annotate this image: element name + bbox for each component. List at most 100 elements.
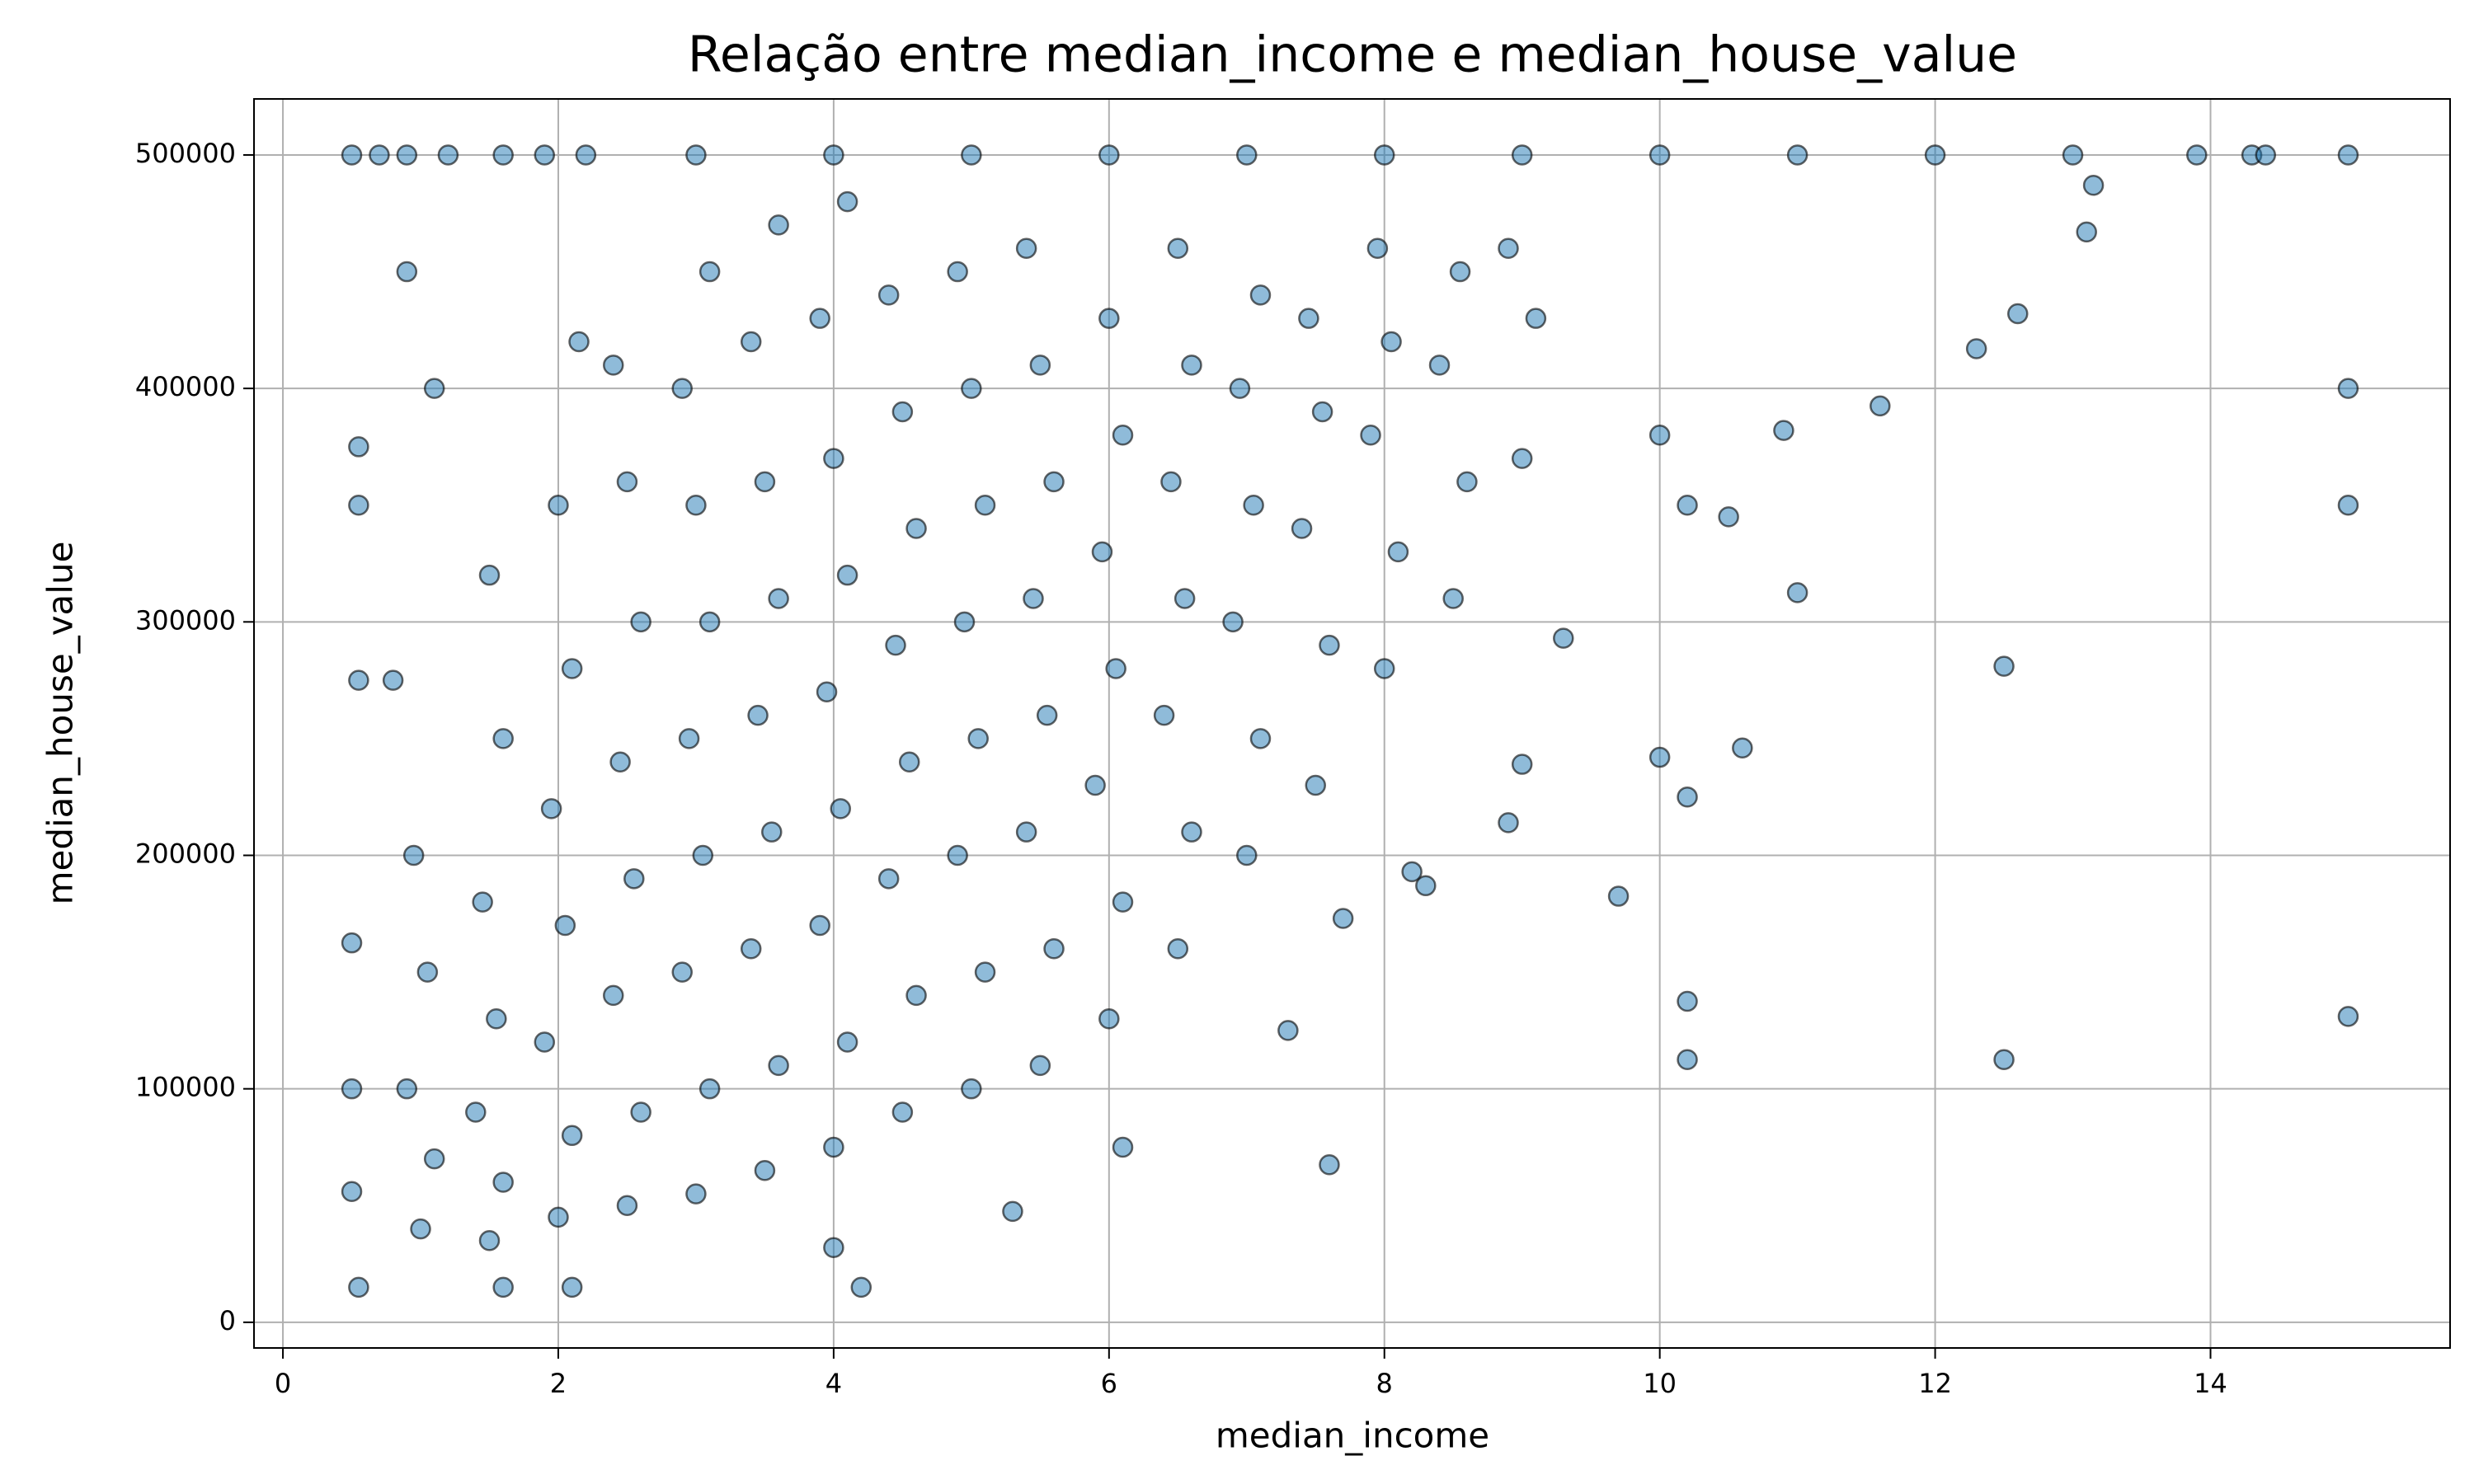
data-point <box>1023 588 1044 609</box>
data-point <box>747 704 769 726</box>
data-point <box>1649 746 1671 768</box>
data-point <box>2337 144 2359 166</box>
data-point <box>740 331 762 353</box>
data-point <box>1167 237 1189 259</box>
data-point <box>630 611 651 633</box>
data-point <box>1924 144 1946 166</box>
data-point <box>1029 1054 1051 1077</box>
data-point <box>1380 331 1402 353</box>
data-point <box>2337 1006 2359 1027</box>
x-tick-label: 2 <box>550 1368 567 1399</box>
data-point <box>554 914 576 937</box>
data-point <box>1498 237 1519 259</box>
data-point <box>382 669 404 691</box>
data-point <box>953 611 976 633</box>
data-point <box>961 144 982 166</box>
data-point <box>961 1078 982 1100</box>
x-tick-label: 10 <box>1643 1368 1677 1399</box>
data-point <box>1098 308 1120 329</box>
x-tick-label: 0 <box>275 1368 291 1399</box>
data-point <box>396 1078 418 1100</box>
data-point <box>1993 1049 2015 1071</box>
data-point <box>396 261 418 283</box>
data-point <box>768 1054 789 1077</box>
data-point <box>823 448 844 469</box>
data-point <box>898 751 920 773</box>
data-point <box>1649 425 1671 446</box>
data-point <box>1677 494 1698 516</box>
data-point <box>685 494 707 516</box>
data-point <box>616 1195 638 1217</box>
data-point <box>1677 990 1698 1012</box>
data-point <box>836 190 858 213</box>
data-point <box>2006 303 2029 325</box>
data-point <box>1098 1007 1120 1030</box>
data-point <box>423 378 445 399</box>
data-point <box>623 868 645 890</box>
y-tick-label: 300000 <box>135 604 236 636</box>
ticks: 0 2 4 6 8 10 12 14 0 100000 200000 300000 400000 5000… <box>135 138 2227 1399</box>
data-point <box>1174 588 1196 609</box>
data-point <box>348 669 369 691</box>
x-tick-label: 4 <box>825 1368 842 1399</box>
data-point <box>1043 938 1065 960</box>
data-point <box>1084 774 1106 796</box>
data-point <box>1229 378 1251 399</box>
data-point <box>603 984 624 1007</box>
data-point <box>1773 420 1794 441</box>
data-point <box>1553 627 1574 649</box>
data-point <box>1319 634 1340 656</box>
y-tick-label: 500000 <box>135 138 236 169</box>
data-point <box>1387 541 1409 563</box>
data-point <box>1112 891 1134 913</box>
data-point <box>492 728 514 749</box>
data-point <box>1153 704 1175 726</box>
data-point <box>1442 588 1464 609</box>
data-point <box>341 932 363 954</box>
data-point <box>540 798 562 819</box>
data-point <box>2186 144 2208 166</box>
data-point <box>478 564 501 586</box>
data-point <box>348 436 369 458</box>
data-point <box>1511 448 1533 469</box>
data-point <box>472 891 493 913</box>
data-point <box>402 844 425 866</box>
data-point <box>671 961 693 983</box>
data-point <box>1036 704 1058 726</box>
data-point <box>692 844 714 866</box>
data-point <box>534 144 556 166</box>
data-point <box>761 821 783 843</box>
x-tick-label: 8 <box>1376 1368 1393 1399</box>
data-point <box>967 728 989 749</box>
data-point <box>823 1136 844 1158</box>
data-point <box>1677 1049 1698 1071</box>
data-point <box>891 1101 914 1123</box>
data-point <box>465 1101 487 1123</box>
data-point <box>568 331 590 353</box>
data-point <box>836 1031 858 1053</box>
data-point <box>1098 144 1120 166</box>
data-point <box>1112 1136 1134 1158</box>
data-point <box>1870 395 1891 417</box>
data-point <box>905 518 927 539</box>
data-point <box>1449 261 1471 283</box>
data-point <box>1415 875 1437 897</box>
data-point <box>603 355 624 376</box>
data-point <box>2062 144 2084 166</box>
x-tick-label: 14 <box>2194 1368 2227 1399</box>
data-point <box>1181 821 1202 843</box>
data-point <box>754 1160 776 1181</box>
data-point <box>1160 471 1182 493</box>
x-axis-label: median_income <box>1216 1416 1489 1456</box>
y-tick-label: 400000 <box>135 371 236 402</box>
data-point <box>1181 355 1202 376</box>
data-point <box>609 751 631 773</box>
grid <box>254 99 2450 1348</box>
data-point <box>616 471 638 493</box>
data-point <box>1091 541 1113 563</box>
data-point <box>1511 754 1533 775</box>
data-point <box>2082 175 2105 196</box>
data-point <box>809 914 830 937</box>
data-point <box>348 494 369 516</box>
data-point <box>1332 908 1354 929</box>
